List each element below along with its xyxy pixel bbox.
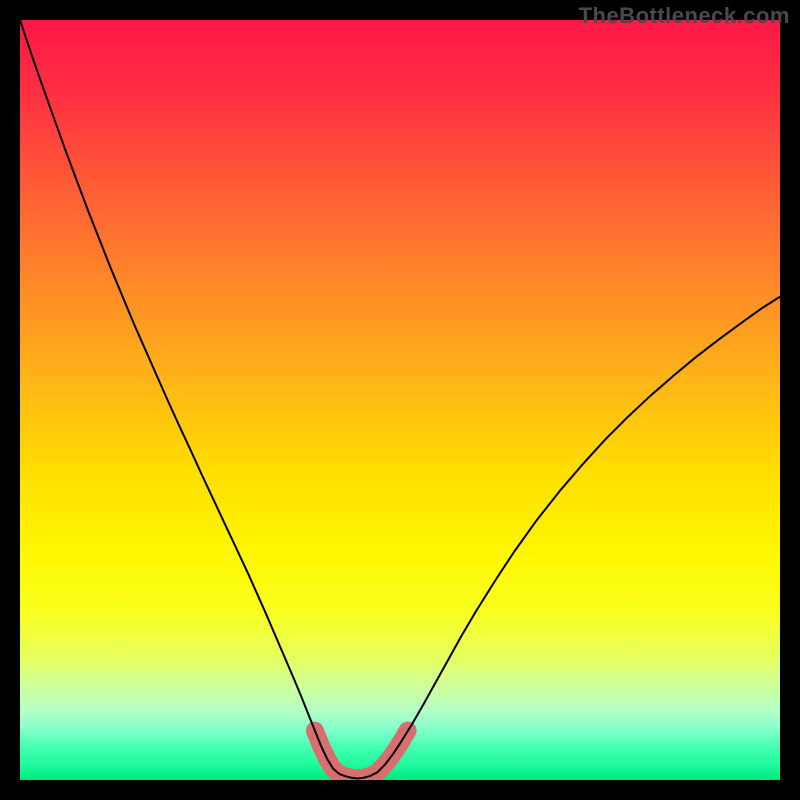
watermark-text: TheBottleneck.com	[579, 3, 790, 29]
plot-area	[20, 20, 780, 780]
chart-container: TheBottleneck.com	[0, 0, 800, 800]
plot-background	[20, 20, 780, 780]
chart-svg	[20, 20, 780, 780]
